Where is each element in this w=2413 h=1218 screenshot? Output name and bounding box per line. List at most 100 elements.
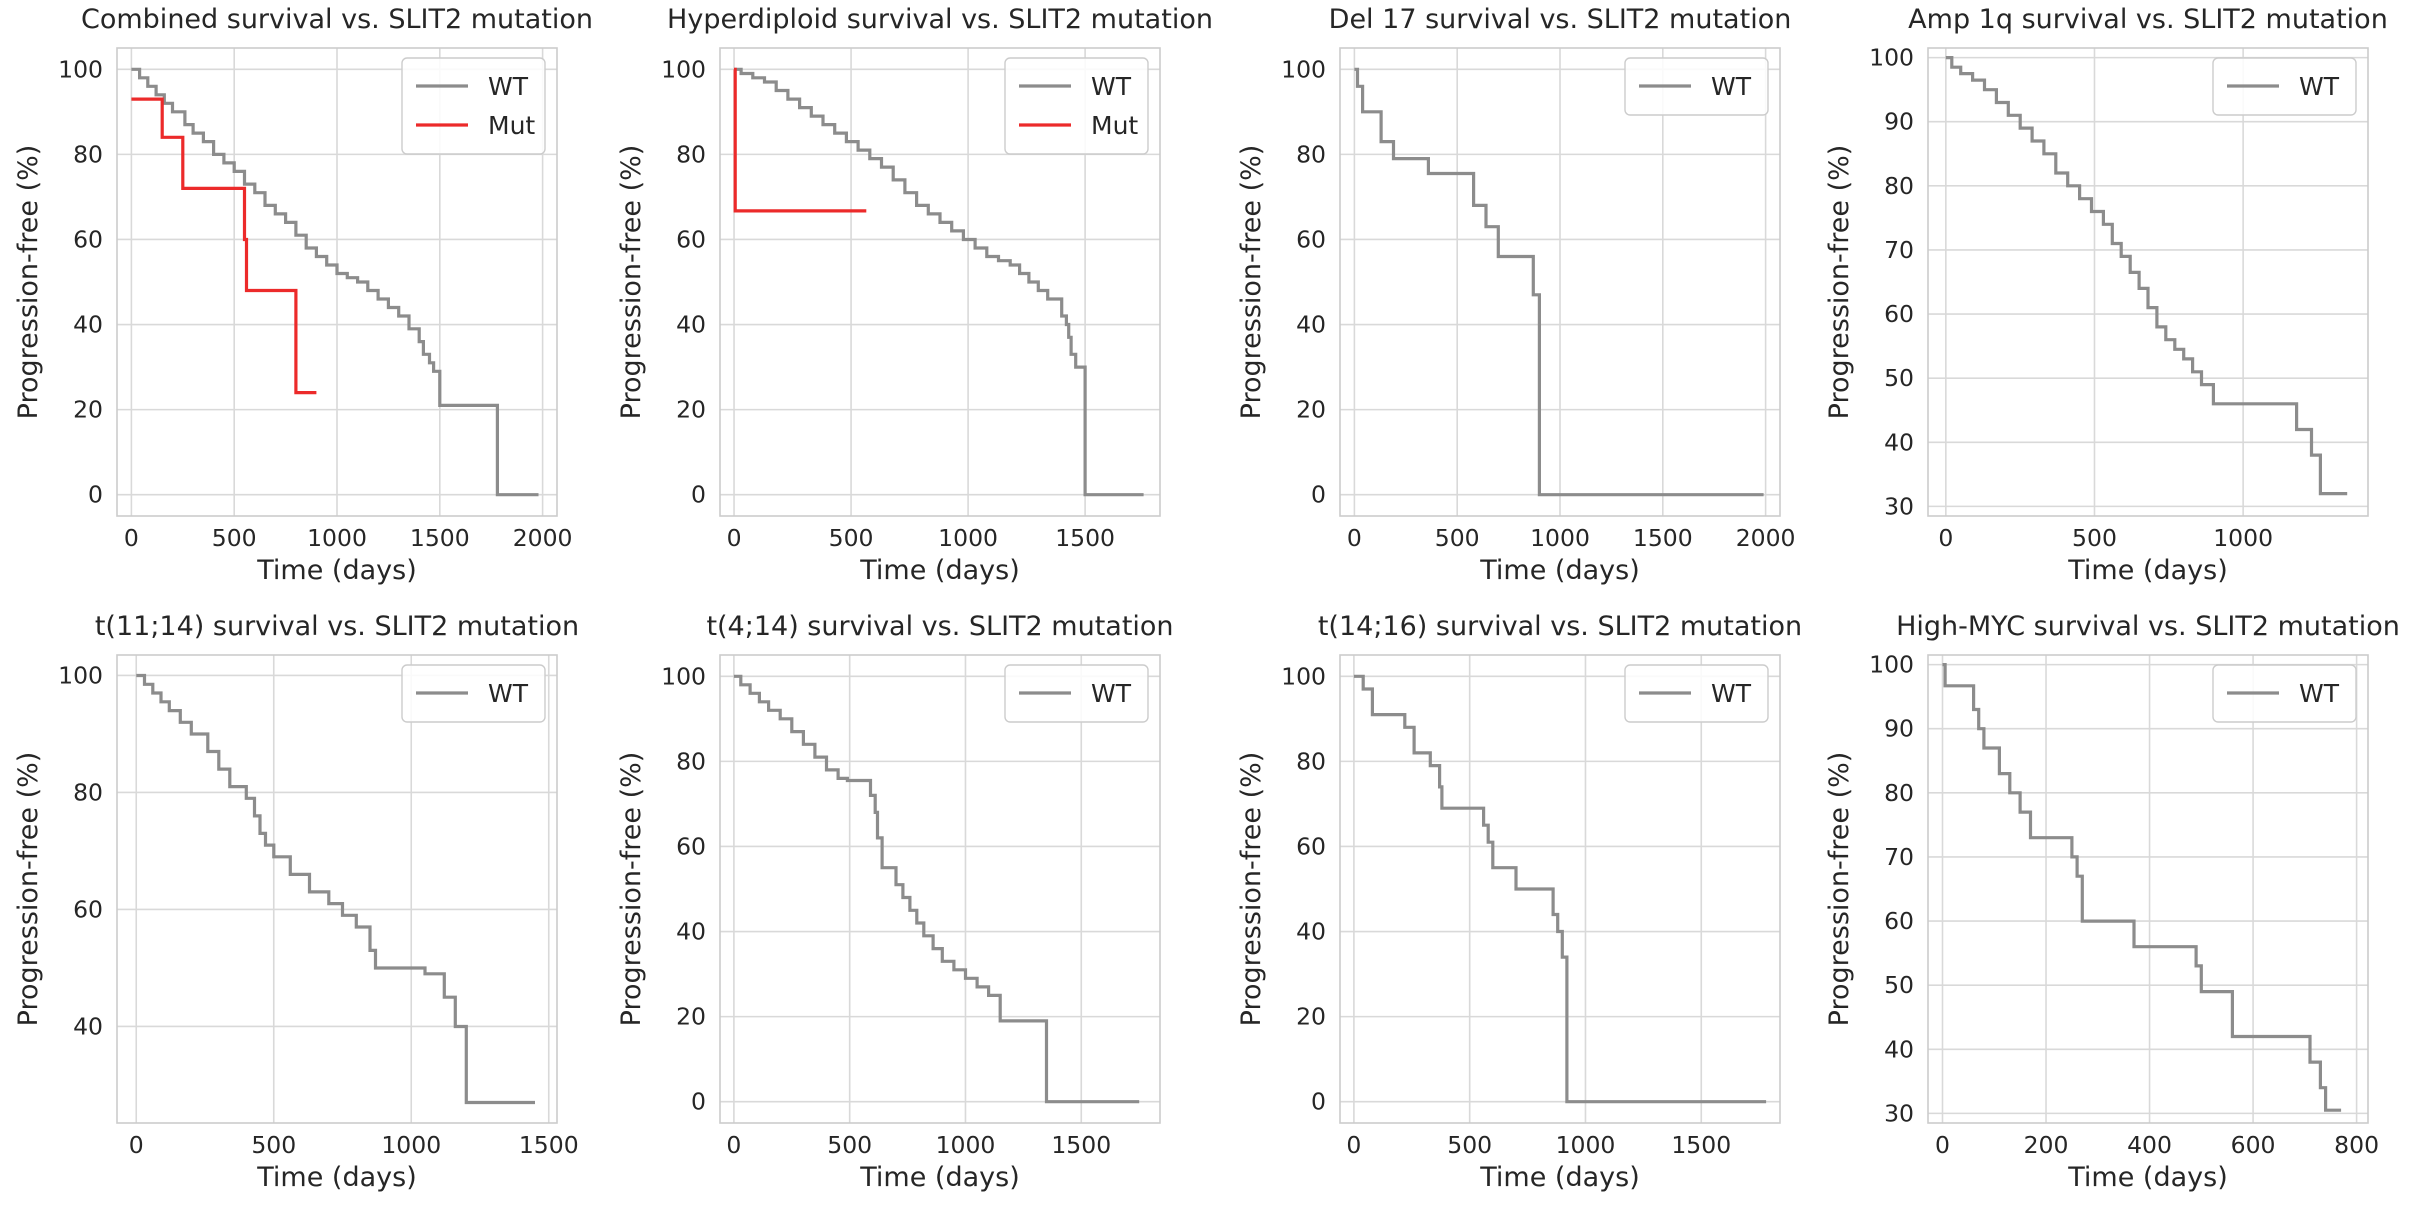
legend-label-wt: WT bbox=[1711, 72, 1752, 101]
x-tick-label: 1000 bbox=[2213, 524, 2273, 552]
x-tick-label: 1500 bbox=[1055, 524, 1115, 552]
legend-label-wt: WT bbox=[2299, 679, 2340, 708]
y-tick-label: 50 bbox=[1884, 971, 1914, 999]
y-tick-label: 60 bbox=[73, 225, 103, 253]
y-tick-label: 60 bbox=[1884, 907, 1914, 935]
series-line-wt bbox=[1945, 56, 2348, 496]
x-tick-label: 1500 bbox=[1051, 1131, 1111, 1159]
x-tick-label: 1000 bbox=[936, 1131, 996, 1159]
legend: WT bbox=[1624, 664, 1769, 723]
series-line-wt bbox=[1353, 674, 1767, 1104]
plot-frame bbox=[719, 654, 1161, 1124]
y-tick-label: 60 bbox=[676, 832, 706, 860]
x-tick-label: 0 bbox=[124, 524, 139, 552]
chart-title: High-MYC survival vs. SLIT2 mutation bbox=[1896, 611, 2400, 642]
y-tick-label: 40 bbox=[676, 918, 706, 946]
y-tick-label: 30 bbox=[1884, 492, 1914, 520]
plot-frame bbox=[116, 47, 558, 517]
y-tick-label: 80 bbox=[1884, 172, 1914, 200]
y-tick-label: 100 bbox=[661, 55, 706, 83]
x-axis-label: Time (days) bbox=[256, 555, 416, 586]
y-tick-label: 50 bbox=[1884, 364, 1914, 392]
y-tick-label: 70 bbox=[1884, 843, 1914, 871]
chart-title: t(14;16) survival vs. SLIT2 mutation bbox=[1318, 611, 1802, 642]
y-tick-label: 20 bbox=[676, 396, 706, 424]
y-tick-label: 100 bbox=[1281, 55, 1326, 83]
x-axis-label: Time (days) bbox=[2067, 555, 2227, 586]
chart-title: Amp 1q survival vs. SLIT2 mutation bbox=[1908, 4, 2388, 35]
x-tick-label: 1000 bbox=[1530, 524, 1590, 552]
y-tick-label: 0 bbox=[691, 1088, 706, 1116]
y-tick-label: 0 bbox=[691, 481, 706, 509]
x-tick-label: 2000 bbox=[513, 524, 573, 552]
legend-box bbox=[401, 57, 546, 155]
legend: WT Mut bbox=[1004, 57, 1149, 155]
x-tick-label: 200 bbox=[2024, 1131, 2069, 1159]
y-tick-label: 0 bbox=[1311, 1088, 1326, 1116]
y-tick-label: 20 bbox=[73, 396, 103, 424]
y-tick-label: 80 bbox=[73, 140, 103, 168]
x-tick-label: 600 bbox=[2231, 1131, 2276, 1159]
y-axis-label: Progression-free (%) bbox=[13, 145, 44, 420]
x-tick-label: 500 bbox=[212, 524, 257, 552]
x-axis-label: Time (days) bbox=[859, 555, 1019, 586]
legend-label-wt: WT bbox=[488, 72, 529, 101]
y-tick-label: 60 bbox=[73, 895, 103, 923]
y-tick-label: 40 bbox=[1296, 918, 1326, 946]
plot-frame bbox=[1927, 47, 2369, 517]
legend-label-mut: Mut bbox=[488, 111, 535, 140]
x-tick-label: 1000 bbox=[938, 524, 998, 552]
y-axis-label: Progression-free (%) bbox=[1824, 145, 1855, 420]
chart-2: 0 500 1000 1500 0 20 40 60 80 100 Hyperdiploid sur… bbox=[616, 4, 1213, 586]
y-tick-label: 60 bbox=[676, 225, 706, 253]
legend-label-wt: WT bbox=[1091, 679, 1132, 708]
legend-label-wt: WT bbox=[1091, 72, 1132, 101]
x-tick-label: 500 bbox=[2072, 524, 2117, 552]
y-tick-label: 100 bbox=[661, 662, 706, 690]
y-axis-label: Progression-free (%) bbox=[616, 752, 647, 1027]
legend-box bbox=[401, 664, 546, 723]
series-line-mut bbox=[131, 97, 317, 395]
legend-label-mut: Mut bbox=[1091, 111, 1138, 140]
x-tick-label: 1500 bbox=[1671, 1131, 1731, 1159]
x-tick-label: 500 bbox=[1447, 1131, 1492, 1159]
chart-title: Del 17 survival vs. SLIT2 mutation bbox=[1329, 4, 1792, 35]
y-axis-label: Progression-free (%) bbox=[616, 145, 647, 420]
y-tick-label: 60 bbox=[1884, 300, 1914, 328]
x-tick-label: 500 bbox=[827, 1131, 872, 1159]
y-tick-label: 20 bbox=[1296, 396, 1326, 424]
legend-box bbox=[1004, 57, 1149, 155]
legend: WT bbox=[2212, 57, 2357, 116]
plot-frame bbox=[1339, 654, 1781, 1124]
y-tick-label: 40 bbox=[1296, 311, 1326, 339]
y-tick-label: 100 bbox=[58, 55, 103, 83]
series-line-wt bbox=[734, 67, 1144, 497]
x-tick-label: 800 bbox=[2334, 1131, 2379, 1159]
y-tick-label: 40 bbox=[73, 311, 103, 339]
y-tick-label: 100 bbox=[1281, 662, 1326, 690]
x-tick-label: 0 bbox=[1347, 524, 1362, 552]
y-tick-label: 40 bbox=[1884, 1035, 1914, 1063]
legend: WT Mut bbox=[401, 57, 546, 155]
y-tick-label: 20 bbox=[676, 1003, 706, 1031]
chart-8: 0 200 400 600 800 30 40 50 60 70 80 90 100 High-MYC s… bbox=[1824, 611, 2400, 1193]
series-line-wt bbox=[136, 673, 535, 1105]
x-tick-label: 0 bbox=[1346, 1131, 1361, 1159]
y-tick-label: 20 bbox=[1296, 1003, 1326, 1031]
x-tick-label: 0 bbox=[1935, 1131, 1950, 1159]
y-tick-label: 30 bbox=[1884, 1099, 1914, 1127]
y-tick-label: 80 bbox=[676, 747, 706, 775]
y-tick-label: 40 bbox=[676, 311, 706, 339]
x-axis-label: Time (days) bbox=[2067, 1162, 2227, 1193]
x-tick-label: 2000 bbox=[1736, 524, 1796, 552]
x-axis-label: Time (days) bbox=[256, 1162, 416, 1193]
x-tick-label: 400 bbox=[2127, 1131, 2172, 1159]
x-tick-label: 1000 bbox=[381, 1131, 441, 1159]
x-tick-label: 1500 bbox=[410, 524, 470, 552]
legend: WT bbox=[1624, 57, 1769, 116]
y-tick-label: 100 bbox=[1869, 651, 1914, 679]
y-tick-label: 80 bbox=[1884, 779, 1914, 807]
plot-frame bbox=[719, 47, 1161, 517]
